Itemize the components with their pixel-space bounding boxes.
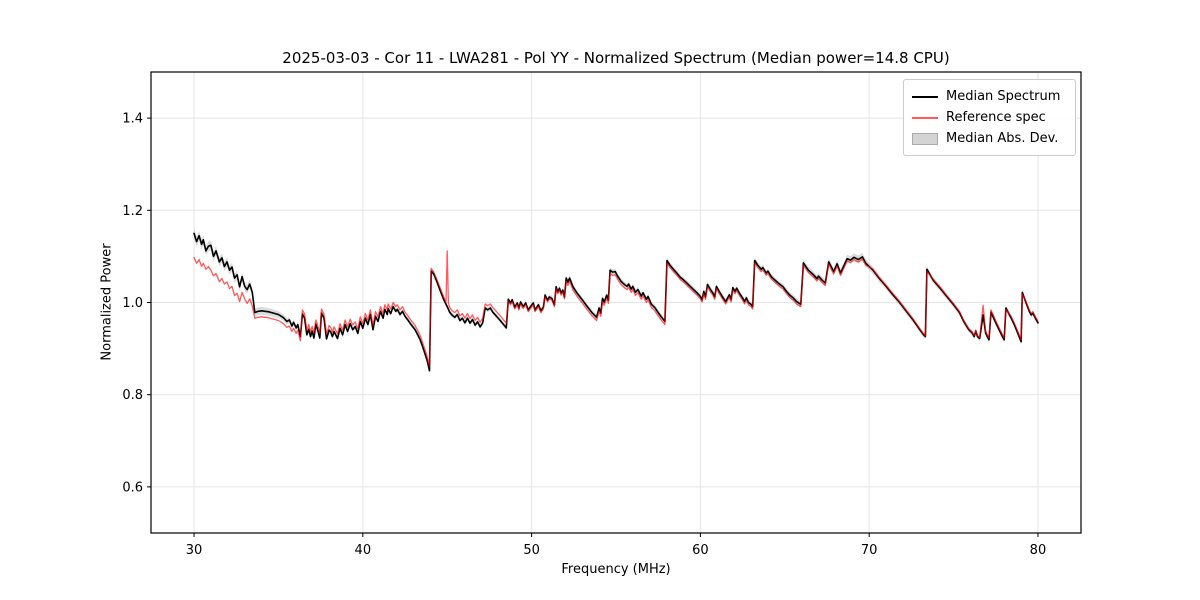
- legend: Median Spectrum Reference spec Median Abs.…: [903, 79, 1076, 156]
- legend-label: Median Abs. Dev.: [946, 131, 1059, 146]
- y-axis-label: Normalized Power: [99, 243, 115, 361]
- x-tick-label: 40: [355, 543, 372, 558]
- legend-line-swatch: [912, 116, 938, 119]
- y-tick-label: 1.4: [122, 112, 143, 127]
- legend-label: Reference spec: [946, 110, 1046, 125]
- x-axis-label: Frequency (MHz): [561, 562, 671, 577]
- chart-title: 2025-03-03 - Cor 11 - LWA281 - Pol YY - …: [282, 49, 950, 67]
- legend-line-swatch: [912, 95, 938, 98]
- legend-item-median-spectrum: Median Spectrum: [912, 86, 1065, 107]
- legend-item-reference-spec: Reference spec: [912, 107, 1065, 128]
- y-tick-label: 1.2: [122, 204, 143, 219]
- y-tick-label: 1.0: [122, 296, 143, 311]
- legend-item-median-abs-dev-: Median Abs. Dev.: [912, 128, 1065, 149]
- x-tick-label: 50: [523, 543, 540, 558]
- legend-patch-swatch: [912, 132, 938, 145]
- x-tick-label: 80: [1030, 543, 1047, 558]
- median-abs-dev-band: [194, 228, 1038, 374]
- x-tick-label: 30: [186, 543, 203, 558]
- y-tick-label: 0.8: [122, 388, 143, 403]
- x-tick-label: 60: [692, 543, 709, 558]
- series-line-reference-spec: [193, 250, 1039, 367]
- legend-label: Median Spectrum: [946, 89, 1061, 104]
- y-tick-label: 0.6: [122, 480, 143, 495]
- x-tick-label: 70: [861, 543, 878, 558]
